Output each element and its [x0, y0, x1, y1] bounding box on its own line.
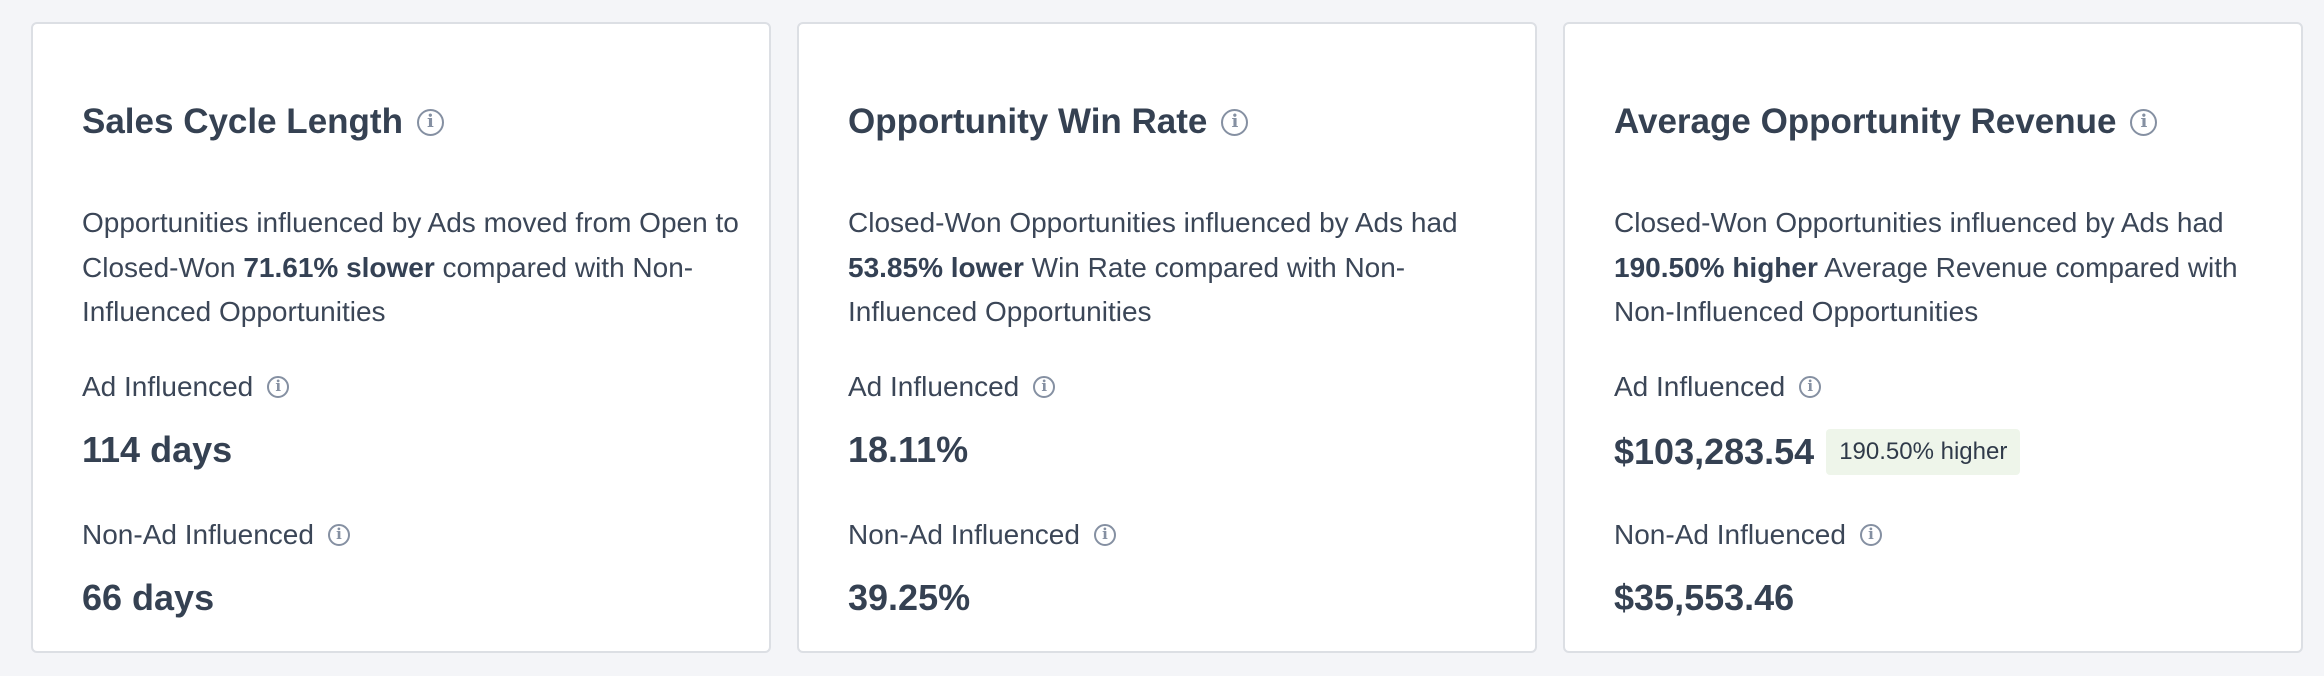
label-text: Non-Ad Influenced [82, 519, 314, 550]
opportunity-win-rate-card: Opportunity Win Rate i Closed-Won Opportu… [797, 22, 1537, 653]
average-opportunity-revenue-card: Average Opportunity Revenue i Closed-Won … [1563, 22, 2303, 653]
non-ad-influenced-value: $35,553.46 [1614, 577, 1794, 619]
value-text: $103,283.54 [1614, 431, 1815, 472]
label-text: Ad Influenced [82, 371, 254, 402]
card-title-text: Sales Cycle Length [82, 102, 403, 141]
label-text: Ad Influenced [848, 371, 1020, 402]
value-text: 66 days [82, 577, 215, 618]
value-text: 18.11% [848, 429, 969, 470]
description-text: Average Revenue compared with Non-Influe… [1614, 251, 2238, 328]
description-highlight: 190.50% higher [1614, 251, 1818, 283]
non-ad-influenced-value: 39.25% [848, 577, 970, 619]
value-text: 39.25% [848, 577, 971, 618]
ad-influenced-value: $103,283.54 190.50% higher [1614, 429, 2021, 475]
card-description: Closed-Won Opportunities influenced by A… [1614, 201, 2274, 335]
ad-influenced-value: 18.11% [848, 429, 968, 471]
description-text: compared with Non-Influenced Opportuniti… [82, 251, 694, 328]
info-icon[interactable]: i [267, 376, 290, 398]
non-ad-influenced-value: 66 days [82, 577, 214, 619]
info-icon[interactable]: i [2130, 108, 2158, 136]
description-highlight: 53.85% lower [848, 251, 1024, 283]
info-icon[interactable]: i [1859, 524, 1882, 546]
label-text: Non-Ad Influenced [848, 519, 1080, 550]
info-icon[interactable]: i [1221, 108, 1249, 136]
info-icon[interactable]: i [1093, 524, 1116, 546]
ad-influenced-label: Ad Influenced i [1614, 371, 1822, 403]
description-highlight: 71.61% slower [243, 251, 435, 283]
non-ad-influenced-label: Non-Ad Influenced i [82, 519, 350, 551]
ad-influenced-label: Ad Influenced i [82, 371, 290, 403]
comparison-badge: 190.50% higher [1826, 429, 2021, 475]
card-title-text: Opportunity Win Rate [848, 102, 1208, 141]
value-text: $35,553.46 [1614, 577, 1795, 618]
non-ad-influenced-label: Non-Ad Influenced i [848, 519, 1116, 551]
description-text: Opportunities influenced by Ads moved fr… [82, 207, 739, 283]
non-ad-influenced-label: Non-Ad Influenced i [1614, 519, 1882, 551]
info-icon[interactable]: i [416, 108, 444, 136]
info-icon[interactable]: i [1799, 376, 1822, 398]
card-title: Average Opportunity Revenue i [1614, 102, 2158, 142]
description-text: Closed-Won Opportunities influenced by A… [848, 207, 1458, 238]
description-text: Win Rate compared with Non-Influenced Op… [848, 251, 1406, 328]
card-title-text: Average Opportunity Revenue [1614, 102, 2117, 141]
description-text: Closed-Won Opportunities influenced by A… [1614, 207, 2224, 238]
info-icon[interactable]: i [1033, 376, 1056, 398]
card-title: Opportunity Win Rate i [848, 102, 1249, 142]
card-description: Closed-Won Opportunities influenced by A… [848, 201, 1508, 335]
info-icon[interactable]: i [327, 524, 350, 546]
sales-cycle-length-card: Sales Cycle Length i Opportunities influe… [31, 22, 771, 653]
label-text: Ad Influenced [1614, 371, 1786, 402]
ad-influenced-label: Ad Influenced i [848, 371, 1056, 403]
ad-influenced-value: 114 days [82, 429, 232, 471]
value-text: 114 days [82, 429, 233, 470]
label-text: Non-Ad Influenced [1614, 519, 1846, 550]
card-title: Sales Cycle Length i [82, 102, 444, 142]
card-description: Opportunities influenced by Ads moved fr… [82, 201, 742, 335]
